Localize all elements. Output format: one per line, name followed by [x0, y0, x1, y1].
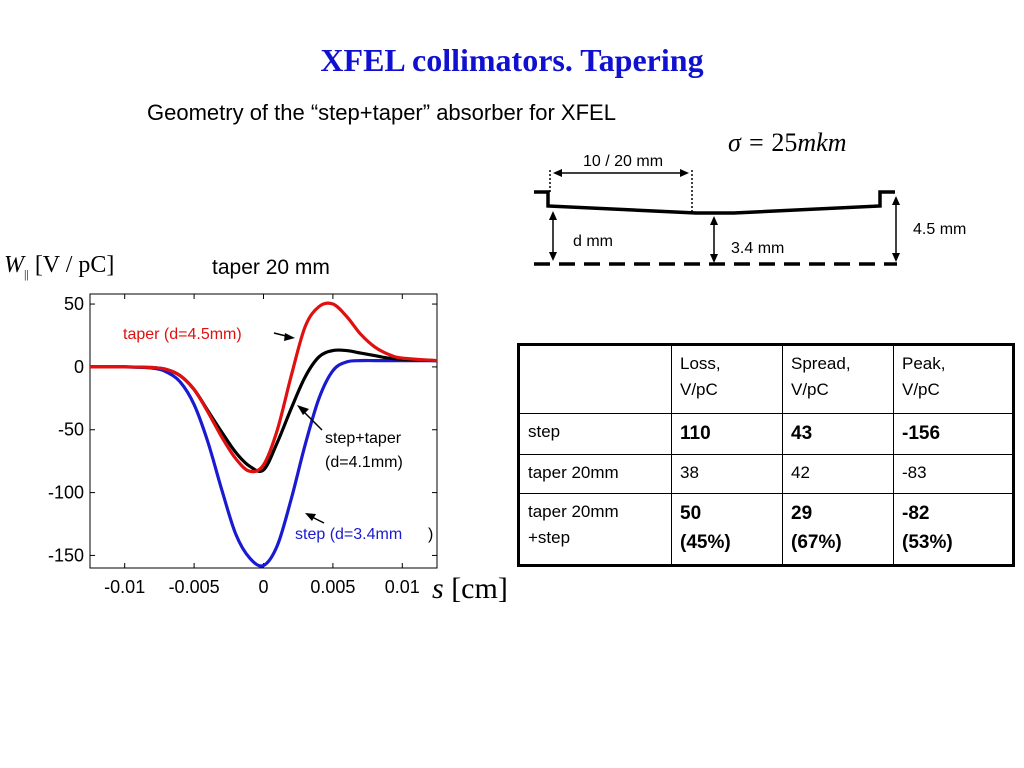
table-row: taper 20mm +step 50 (45%) 29 (67%) -82 (53%)	[518, 492, 1014, 566]
slide-subtitle: Geometry of the “step+taper” absorber fo…	[147, 100, 616, 125]
x-tick-label: 0	[258, 577, 268, 597]
sigma-label: σ = 25mkm	[728, 128, 846, 158]
header-line1: Spread,	[791, 354, 851, 373]
sigma-value: 25	[771, 128, 798, 157]
annotation-step-taper: step+taper	[325, 430, 402, 447]
table-header-cell: Loss, V/pC	[671, 344, 783, 414]
chart-title: taper 20 mm	[212, 256, 330, 279]
cell-line2: (53%)	[902, 532, 953, 554]
cell-line1: -82	[902, 502, 930, 524]
x-tick-label: -0.005	[169, 577, 220, 597]
table-header-cell: Peak, V/pC	[893, 344, 1014, 414]
row-label-line2: +step	[528, 528, 571, 548]
annotation-step-taper-line2: (d=4.1mm)	[325, 454, 403, 471]
min-gap-arrowhead-top	[710, 216, 718, 225]
table-row: taper 20mm 38 42 -83	[518, 454, 1014, 494]
min-gap-arrowhead-bottom	[710, 254, 718, 263]
d-arrowhead-bottom	[549, 252, 557, 261]
table-cell: 110	[671, 412, 783, 456]
annotation-step-paren: )	[428, 526, 433, 543]
chart-xlabel: s [cm]	[432, 572, 508, 606]
d-arrowhead-top	[549, 211, 557, 220]
x-tick-label: -0.01	[104, 577, 145, 597]
row-label: step	[518, 412, 672, 456]
cell-line2: (67%)	[791, 532, 842, 554]
table-cell: 43	[782, 412, 894, 456]
table-cell: -82 (53%)	[893, 492, 1014, 566]
chart-ylabel: W|| [V / pC]	[4, 252, 114, 282]
table-cell: -83	[893, 454, 1014, 494]
x-tick-label: 0.01	[385, 577, 420, 597]
y-tick-label: 0	[74, 357, 84, 377]
annotation-taper-arrowhead	[284, 333, 295, 341]
table-cell: -156	[893, 412, 1014, 456]
cell-line2: (45%)	[680, 532, 731, 554]
annotation-step: step (d=3.4mm	[295, 526, 402, 543]
annotation-step-arrowhead	[305, 513, 316, 521]
length-arrowhead-right	[680, 169, 689, 177]
length-arrowhead-left	[553, 169, 562, 177]
series-line-2	[89, 358, 437, 568]
table-cell: 29 (67%)	[782, 492, 894, 566]
header-line1: Peak,	[902, 354, 946, 373]
annotation-taper: taper (d=4.5mm)	[123, 326, 242, 343]
ylabel-symbol: W	[4, 252, 24, 278]
sigma-unit: mkm	[797, 128, 847, 157]
table-row: step 110 43 -156	[518, 412, 1014, 456]
y-tick-label: -50	[58, 420, 84, 440]
max-gap-arrowhead-bottom	[892, 253, 900, 262]
sigma-symbol: σ =	[728, 128, 765, 157]
table-cell: 50 (45%)	[671, 492, 783, 566]
xlabel-unit: [cm]	[451, 572, 508, 605]
y-tick-label: -100	[48, 483, 84, 503]
annotation-step-taper-arrowhead	[297, 405, 309, 415]
row-label-line1: taper 20mm	[528, 501, 619, 521]
slide-title: XFEL collimators. Tapering	[320, 42, 704, 78]
series-line-0	[89, 301, 438, 474]
header-line1: Loss,	[680, 354, 721, 373]
ylabel-unit: [V / pC]	[34, 252, 115, 278]
length-label: 10 / 20 mm	[583, 153, 664, 170]
x-tick-label: 0.005	[310, 577, 355, 597]
y-tick-label: 50	[64, 294, 84, 314]
row-label: taper 20mm +step	[518, 492, 672, 566]
table-header-row: Loss, V/pC Spread, V/pC Peak, V/pC	[518, 344, 1014, 414]
xlabel-symbol: s	[432, 572, 444, 605]
results-table: Loss, V/pC Spread, V/pC Peak, V/pC step 110…	[517, 343, 1015, 567]
table-header-cell: Spread, V/pC	[782, 344, 894, 414]
table-header-cell	[518, 344, 672, 414]
max-gap-label: 4.5 mm	[913, 221, 967, 238]
table-cell: 38	[671, 454, 783, 494]
max-gap-arrowhead-top	[892, 196, 900, 205]
row-label: taper 20mm	[518, 454, 672, 494]
table-cell: 42	[782, 454, 894, 494]
d-label: d mm	[573, 233, 613, 250]
min-gap-label: 3.4 mm	[731, 240, 785, 257]
cell-line1: 29	[791, 502, 813, 524]
ylabel-subscript: ||	[24, 266, 29, 281]
y-tick-label: -150	[48, 545, 84, 565]
header-line2: V/pC	[902, 380, 940, 400]
cell-line1: 50	[680, 502, 702, 524]
header-line2: V/pC	[680, 380, 718, 400]
absorber-wall-profile	[534, 190, 895, 215]
header-line2: V/pC	[791, 380, 829, 400]
